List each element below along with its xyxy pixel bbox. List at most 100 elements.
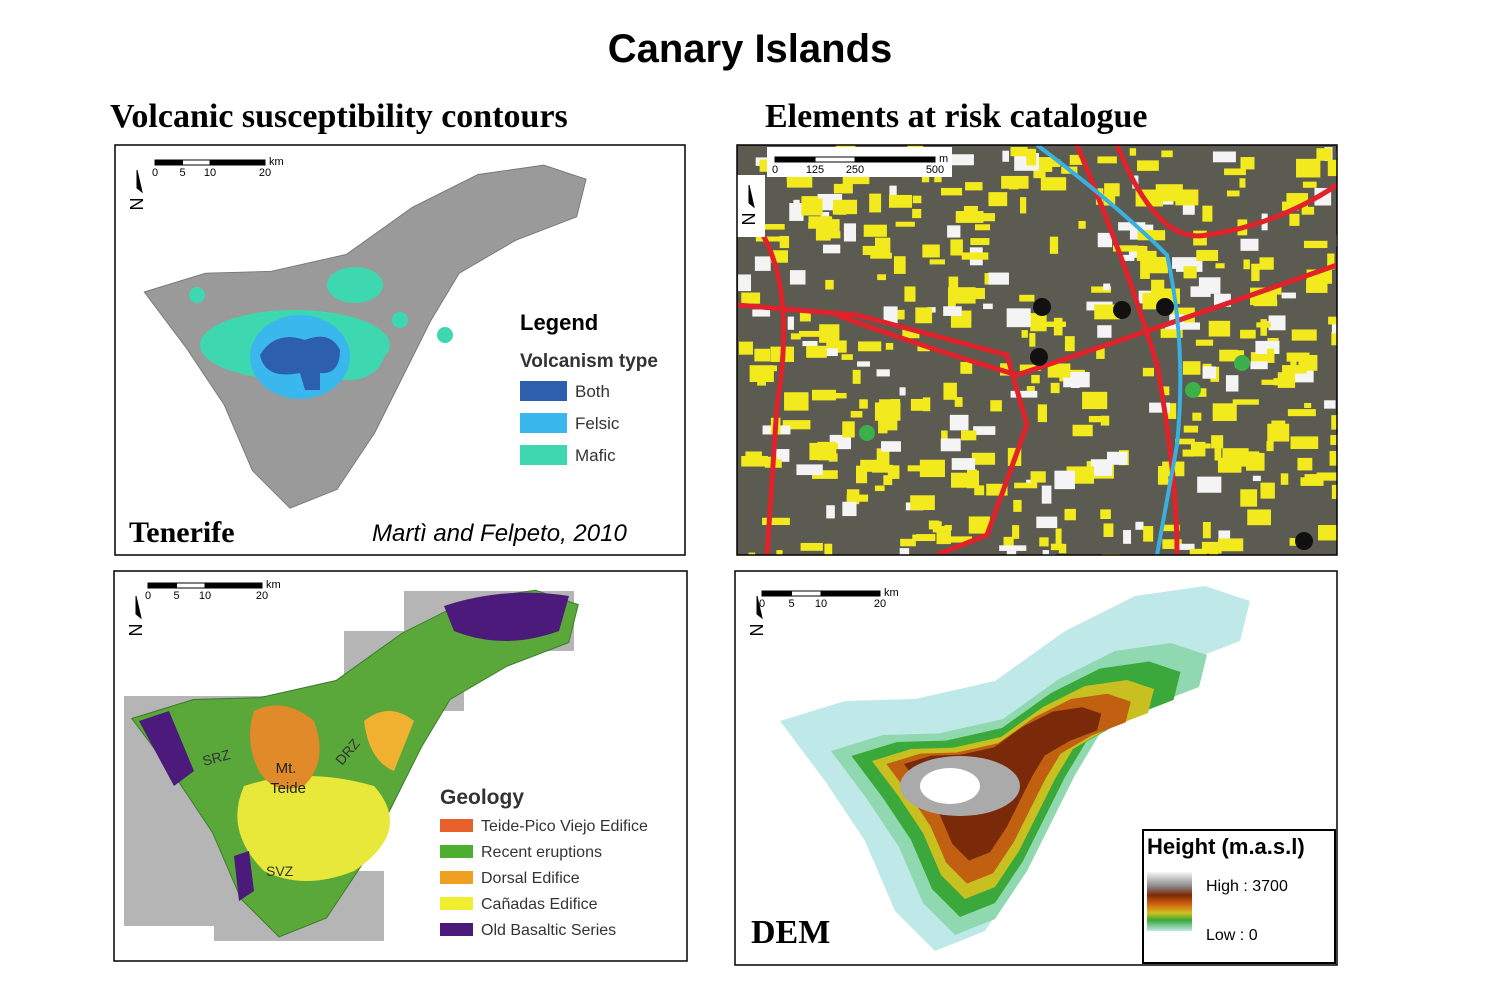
- legend-label: Recent eruptions: [481, 844, 602, 861]
- north-arrow: [135, 595, 142, 620]
- title: Canary Islands: [608, 27, 893, 71]
- building: [917, 345, 930, 352]
- building: [990, 400, 1002, 412]
- north-arrow: [748, 184, 755, 209]
- building: [1030, 313, 1047, 332]
- building: [974, 485, 985, 496]
- building: [887, 465, 900, 479]
- elevation: [780, 586, 1250, 951]
- building: [1172, 257, 1200, 269]
- building: [1178, 543, 1195, 550]
- map-label: Tenerife: [129, 516, 235, 549]
- panel-border: [113, 570, 688, 962]
- building: [862, 245, 878, 256]
- building: [1240, 238, 1259, 251]
- building: [1129, 148, 1137, 156]
- building: [1240, 329, 1256, 339]
- panel-border: [736, 144, 1338, 556]
- building: [1161, 386, 1170, 396]
- building: [943, 306, 962, 316]
- legend-swatch: [440, 845, 473, 858]
- building: [961, 252, 989, 260]
- building: [1324, 400, 1336, 409]
- building: [881, 441, 901, 452]
- building: [789, 270, 806, 285]
- building: [827, 392, 847, 399]
- scale-label: 20: [259, 167, 271, 179]
- building: [1136, 246, 1148, 261]
- building: [910, 495, 935, 511]
- building: [1039, 537, 1049, 547]
- legend-title: Legend: [520, 310, 598, 335]
- building: [1097, 232, 1113, 248]
- building: [822, 244, 841, 254]
- building: [951, 458, 976, 470]
- building: [1304, 474, 1320, 481]
- scale-unit: km: [884, 587, 899, 599]
- building: [1214, 446, 1222, 461]
- building: [1247, 509, 1271, 526]
- building: [883, 475, 893, 486]
- building: [946, 154, 974, 166]
- building: [798, 330, 822, 337]
- building: [912, 208, 922, 219]
- building: [823, 231, 841, 239]
- building: [1267, 423, 1290, 442]
- building: [1149, 402, 1170, 413]
- building: [899, 548, 910, 555]
- asset-point: [1295, 532, 1313, 550]
- building: [850, 410, 863, 418]
- building: [1197, 476, 1222, 493]
- building: [1226, 190, 1240, 197]
- building: [1097, 325, 1112, 338]
- building: [888, 194, 913, 208]
- building: [1123, 530, 1132, 544]
- building: [1183, 425, 1199, 433]
- building: [1054, 470, 1075, 490]
- building: [1164, 324, 1177, 330]
- building: [1096, 347, 1105, 359]
- building: [1103, 523, 1114, 537]
- building: [910, 398, 929, 411]
- asset-point: [1185, 382, 1201, 398]
- building: [1103, 283, 1111, 291]
- building: [1280, 473, 1289, 485]
- building: [1327, 253, 1335, 270]
- legend-swatch: [440, 871, 473, 884]
- building: [885, 343, 894, 350]
- building: [907, 465, 929, 472]
- building: [859, 399, 868, 409]
- legend-title: Geology: [440, 786, 524, 809]
- scale-segment: [204, 582, 263, 589]
- building: [1137, 160, 1159, 171]
- building: [983, 303, 993, 310]
- legend-swatch: [440, 897, 473, 910]
- legend-swatch: [520, 381, 567, 401]
- scale-label: 5: [179, 167, 185, 179]
- building: [762, 517, 790, 526]
- building: [963, 205, 978, 215]
- dem-map: DEM Height (m.a.s.l) High : 3700 Low : 0…: [734, 570, 1338, 966]
- legend-swatch: [520, 445, 567, 465]
- scale-label: 20: [874, 598, 886, 610]
- building: [876, 369, 890, 377]
- building: [874, 237, 891, 256]
- building: [904, 286, 916, 302]
- building: [921, 172, 930, 183]
- building: [819, 324, 840, 343]
- building: [1300, 477, 1324, 486]
- building: [1042, 554, 1056, 555]
- building: [1029, 332, 1036, 347]
- building: [1301, 206, 1315, 215]
- building: [1331, 415, 1337, 430]
- building: [899, 387, 906, 396]
- building: [1189, 548, 1207, 555]
- building: [1164, 403, 1177, 419]
- asset-point: [1234, 355, 1250, 371]
- building: [1019, 197, 1027, 214]
- building: [1197, 388, 1207, 397]
- basaltic: [444, 592, 569, 641]
- building: [979, 213, 996, 222]
- building: [1042, 550, 1049, 555]
